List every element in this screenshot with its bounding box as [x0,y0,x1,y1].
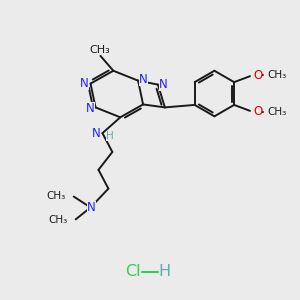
Text: N: N [87,201,96,214]
Text: CH₃: CH₃ [49,215,68,225]
Text: O: O [253,69,262,82]
Text: N: N [92,127,100,140]
Text: CH₃: CH₃ [268,107,287,117]
Text: O: O [253,105,262,119]
Text: H: H [159,264,171,279]
Text: N: N [159,78,168,91]
Text: N: N [86,102,94,115]
Text: N: N [139,73,148,86]
Text: CH₃: CH₃ [89,45,110,55]
Text: CH₃: CH₃ [268,70,287,80]
Text: H: H [106,131,114,141]
Text: N: N [80,77,88,90]
Text: Cl: Cl [125,264,141,279]
Text: CH₃: CH₃ [46,190,66,201]
